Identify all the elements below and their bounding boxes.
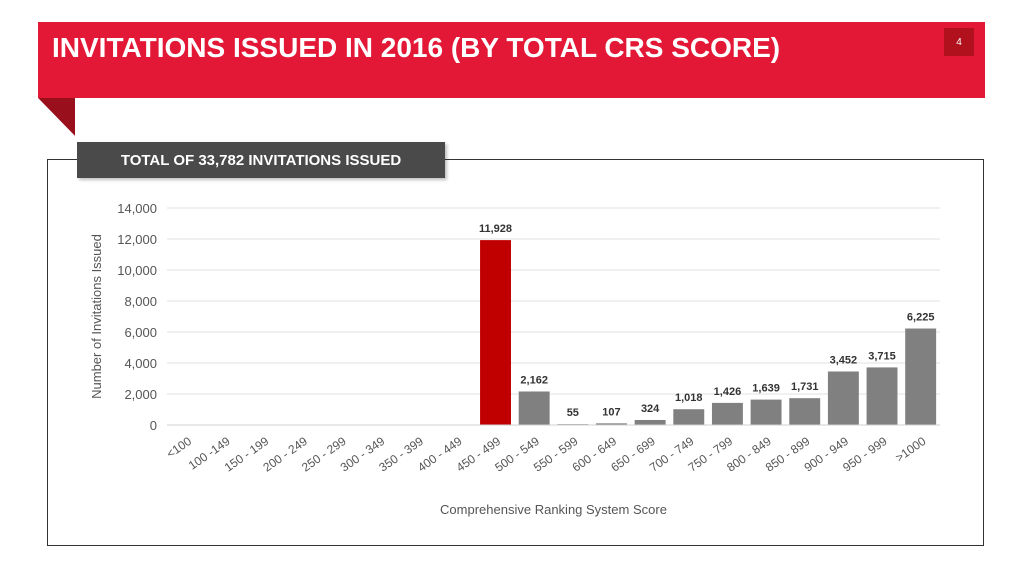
data-label: 3,715 <box>868 350 896 362</box>
bar <box>673 409 705 425</box>
page-number: 4 <box>944 28 974 56</box>
bar <box>789 398 821 425</box>
slide-title: INVITATIONS ISSUED IN 2016 (BY TOTAL CRS… <box>52 32 781 63</box>
data-label: 1,018 <box>675 392 703 404</box>
data-label: 1,426 <box>714 386 742 398</box>
data-labels: 11,928 2,162 55 107 324 1,018 1,426 1,639 1,731 3… <box>479 223 934 419</box>
bar <box>634 419 666 425</box>
y-tick-label: 6,000 <box>124 325 157 340</box>
data-label: 1,731 <box>791 381 819 393</box>
x-axis-title: Comprehensive Ranking System Score <box>440 502 667 517</box>
data-label: 324 <box>641 403 660 415</box>
y-tick-label: 2,000 <box>124 387 157 402</box>
chart-subtitle: TOTAL OF 33,782 INVITATIONS ISSUED <box>77 142 445 178</box>
y-tick-label: 0 <box>150 418 157 433</box>
title-banner: INVITATIONS ISSUED IN 2016 (BY TOTAL CRS… <box>38 22 985 98</box>
data-label: 6,225 <box>907 312 935 324</box>
bar <box>518 391 550 425</box>
bar <box>866 367 898 425</box>
bars <box>480 240 937 425</box>
bar <box>596 423 627 425</box>
x-tick-label: >1000 <box>893 434 929 465</box>
data-label: 2,162 <box>520 374 548 386</box>
data-label: 55 <box>567 407 579 419</box>
data-label: 3,452 <box>830 354 858 366</box>
grid-lines <box>167 207 940 395</box>
bar <box>827 371 859 425</box>
y-tick-label: 4,000 <box>124 356 157 371</box>
y-axis-title: Number of Invitations Issued <box>89 234 104 399</box>
y-tick-label: 12,000 <box>117 232 157 247</box>
data-label: 107 <box>602 406 620 418</box>
bar <box>750 399 782 425</box>
data-label: 1,639 <box>752 383 780 395</box>
y-tick-label: 8,000 <box>124 294 157 309</box>
data-label: 11,928 <box>479 223 512 235</box>
y-tick-label: 10,000 <box>117 263 157 278</box>
chart-frame <box>47 159 984 546</box>
bar <box>711 402 743 425</box>
y-axis-ticks: 0 2,000 4,000 6,000 8,000 10,000 12,000 14,000 <box>117 201 157 433</box>
y-tick-label: 14,000 <box>117 201 157 216</box>
x-tick-label: 950 - 999 <box>840 434 890 475</box>
banner-fold-cover <box>38 98 75 136</box>
bar <box>905 328 937 425</box>
bar <box>480 240 511 425</box>
x-tick-label: <100 <box>164 434 194 461</box>
